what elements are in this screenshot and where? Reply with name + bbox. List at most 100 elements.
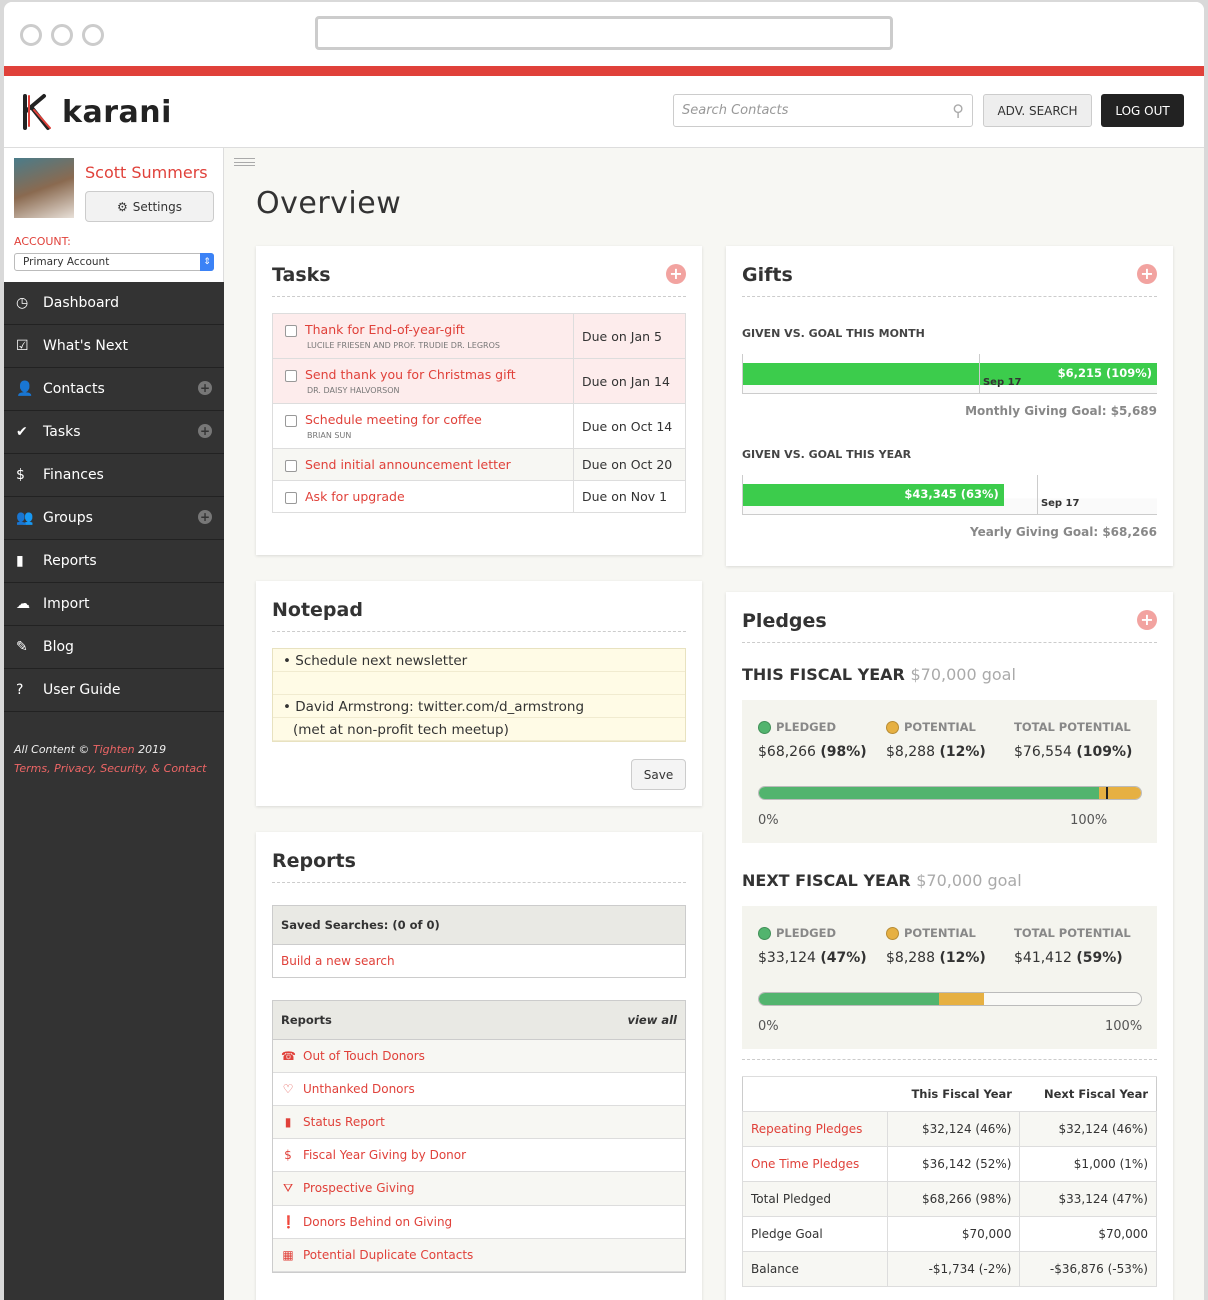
- pledges-cell: -$36,876 (-53%): [1019, 1251, 1157, 1287]
- potential-dot-icon: [886, 926, 899, 940]
- gift-year-label: GIVEN VS. GOAL THIS YEAR: [742, 448, 912, 461]
- search-icon[interactable]: ⚲: [952, 101, 964, 120]
- task-contact[interactable]: DR. DAISY HALVORSON: [307, 386, 400, 395]
- pledges-cell: $70,000: [887, 1216, 1021, 1252]
- report-link[interactable]: ♡ Unthanked Donors: [273, 1073, 685, 1106]
- sidebar-item-what-s-next[interactable]: ☑ What's Next: [4, 325, 224, 368]
- add-pledge-icon[interactable]: +: [1137, 610, 1157, 630]
- add-task-icon[interactable]: +: [666, 264, 686, 284]
- sidebar-item-user-guide[interactable]: ? User Guide: [4, 669, 224, 712]
- contacts-icon: 👤: [16, 381, 34, 397]
- pledges-cell: $70,000: [1019, 1216, 1157, 1252]
- task-contact[interactable]: LUCILE FRIESEN AND PROF. TRUDIE DR. LEGR…: [307, 341, 500, 350]
- task-title[interactable]: Send thank you for Christmas gift: [305, 367, 516, 382]
- pledge-total: TOTAL POTENTIAL $41,412 (59%): [1014, 926, 1131, 966]
- sidebar-item-tasks[interactable]: ✔ Tasks +: [4, 411, 224, 454]
- add-tasks-icon[interactable]: +: [198, 424, 212, 438]
- report-label: Status Report: [303, 1115, 385, 1129]
- address-bar[interactable]: [315, 16, 893, 50]
- sidebar-item-blog[interactable]: ✎ Blog: [4, 626, 224, 669]
- gear-icon: ⚙: [117, 199, 128, 214]
- add-groups-icon[interactable]: +: [198, 510, 212, 524]
- settings-button[interactable]: ⚙ Settings: [85, 191, 214, 222]
- sidebar-item-import[interactable]: ☁ Import: [4, 583, 224, 626]
- task-title[interactable]: Schedule meeting for coffee: [305, 412, 482, 427]
- logo-text: karani: [62, 94, 172, 130]
- report-link[interactable]: ❗ Donors Behind on Giving: [273, 1206, 685, 1239]
- fiscal-year-label: THIS FISCAL YEAR: [742, 665, 905, 684]
- task-checkbox[interactable]: [285, 414, 297, 427]
- report-5-icon: ❗: [281, 1215, 296, 1229]
- pledge-potential-label: POTENTIAL: [886, 926, 986, 940]
- report-link[interactable]: ☎ Out of Touch Donors: [273, 1040, 685, 1073]
- report-link[interactable]: $ Fiscal Year Giving by Donor: [273, 1139, 685, 1172]
- task-checkbox[interactable]: [285, 491, 297, 504]
- profile-panel: Scott Summers ⚙ Settings ACCOUNT: Primary…: [4, 148, 224, 282]
- pledges-cell: $36,142 (52%): [887, 1146, 1021, 1182]
- tighten-link[interactable]: Tighten: [92, 743, 135, 756]
- adv-search-button[interactable]: ADV. SEARCH: [983, 94, 1092, 127]
- logo[interactable]: karani: [20, 92, 172, 132]
- task-title[interactable]: Ask for upgrade: [305, 489, 405, 504]
- logout-button[interactable]: LOG OUT: [1101, 94, 1184, 127]
- view-all-link[interactable]: view all: [627, 1013, 677, 1027]
- groups-icon: 👥: [16, 510, 34, 526]
- sidebar-item-finances[interactable]: $ Finances: [4, 454, 224, 497]
- sidebar-item-groups[interactable]: 👥 Groups +: [4, 497, 224, 540]
- pledged-segment: [759, 993, 939, 1005]
- sidebar-item-dashboard[interactable]: ◷ Dashboard: [4, 282, 224, 325]
- build-search-link[interactable]: Build a new search: [281, 954, 395, 968]
- task-due: Due on Oct 20: [573, 448, 686, 481]
- window-minimize-button[interactable]: [51, 24, 73, 46]
- sidebar-item-label: What's Next: [43, 338, 128, 354]
- window-maximize-button[interactable]: [82, 24, 104, 46]
- fiscal-year-heading: THIS FISCAL YEAR $70,000 goal: [742, 665, 1157, 684]
- sidebar-item-reports[interactable]: ▮ Reports: [4, 540, 224, 583]
- task-checkbox[interactable]: [285, 369, 297, 382]
- pct-hundred: 100%: [1105, 1019, 1143, 1034]
- pledge-progress-bar: [758, 786, 1142, 800]
- task-cell: Send thank you for Christmas gift DR. DAI…: [272, 358, 574, 404]
- task-title[interactable]: Thank for End-of-year-gift: [305, 322, 465, 337]
- pct-zero: 0%: [758, 1019, 779, 1034]
- profile-name[interactable]: Scott Summers: [85, 163, 208, 182]
- total-label-text: TOTAL POTENTIAL: [1014, 720, 1131, 734]
- pledges-row: Balance -$1,734 (-2%) -$36,876 (-53%): [741, 1251, 1157, 1287]
- import-icon: ☁: [16, 596, 30, 612]
- report-link[interactable]: ▮ Status Report: [273, 1106, 685, 1139]
- task-contact[interactable]: BRIAN SUN: [307, 431, 352, 440]
- task-checkbox[interactable]: [285, 459, 297, 472]
- pledges-row-label[interactable]: Repeating Pledges: [741, 1111, 889, 1147]
- sidebar-item-contacts[interactable]: 👤 Contacts +: [4, 368, 224, 411]
- report-label: Donors Behind on Giving: [303, 1215, 453, 1229]
- window-close-button[interactable]: [20, 24, 42, 46]
- gift-year-today-marker: Sep 17: [1036, 475, 1083, 514]
- save-note-button[interactable]: Save: [631, 759, 686, 790]
- account-select[interactable]: Primary Account ⇕: [14, 253, 214, 271]
- task-cell: Schedule meeting for coffee BRIAN SUN: [272, 403, 574, 449]
- add-contacts-icon[interactable]: +: [198, 381, 212, 395]
- copyright-text: All Content ©: [14, 743, 93, 756]
- footer-links[interactable]: Terms, Privacy, Security, & Contact: [14, 762, 207, 775]
- reports-card: Reports Saved Searches: (0 of 0) Build a…: [256, 832, 702, 1300]
- pledged-label-text: PLEDGED: [776, 926, 836, 940]
- sidebar-item-label: Contacts: [43, 381, 105, 397]
- copyright-year: 2019: [134, 743, 167, 756]
- search-contacts-input[interactable]: Search Contacts ⚲: [673, 94, 973, 127]
- notepad-textarea[interactable]: • Schedule next newsletter • David Armstr…: [272, 648, 686, 742]
- task-cell: Send initial announcement letter: [272, 448, 574, 481]
- gifts-title: Gifts: [742, 264, 793, 286]
- add-gift-icon[interactable]: +: [1137, 264, 1157, 284]
- gift-month-bar: $6,215 (109%) Sep 17: [742, 354, 1157, 394]
- report-link[interactable]: ⛛ Prospective Giving: [273, 1172, 685, 1206]
- task-row: Send thank you for Christmas gift DR. DAI…: [272, 358, 686, 404]
- fiscal-year-goal: $70,000 goal: [916, 871, 1022, 890]
- task-title[interactable]: Send initial announcement letter: [305, 457, 511, 472]
- menu-toggle-icon[interactable]: [234, 158, 255, 166]
- task-checkbox[interactable]: [285, 324, 297, 337]
- pledges-row-label[interactable]: One Time Pledges: [741, 1146, 889, 1182]
- avatar[interactable]: [14, 158, 74, 218]
- report-link[interactable]: ▦ Potential Duplicate Contacts: [273, 1239, 685, 1272]
- dashboard-icon: ◷: [16, 295, 29, 311]
- sidebar-item-label: Groups: [43, 510, 93, 526]
